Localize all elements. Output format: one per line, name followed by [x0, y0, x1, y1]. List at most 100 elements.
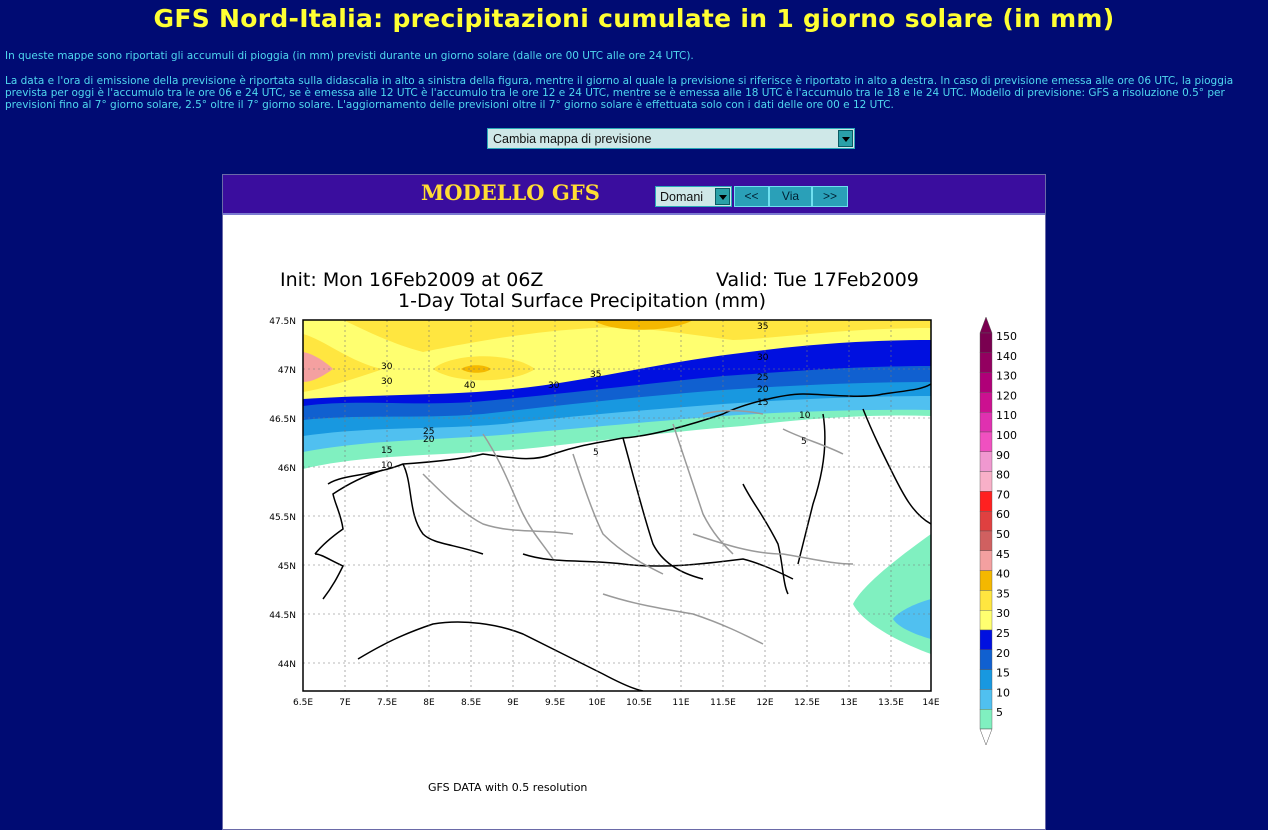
map-frame [302, 319, 932, 692]
country-borders [314, 383, 931, 691]
svg-text:10E: 10E [588, 698, 605, 708]
legend-swatch-45 [979, 550, 993, 571]
go-button[interactable]: Via [769, 186, 812, 207]
svg-text:10: 10 [381, 461, 393, 471]
svg-text:13.5E: 13.5E [878, 698, 904, 708]
legend-swatch-30 [979, 610, 993, 631]
legend-swatch-90 [979, 451, 993, 472]
legend-swatch-120 [979, 392, 993, 413]
page-title: GFS Nord-Italia: precipitazioni cumulate… [153, 4, 1115, 33]
svg-text:6.5E: 6.5E [293, 698, 313, 708]
legend-label-120: 120 [996, 389, 1017, 402]
precipitation-field [303, 320, 931, 691]
legend-swatch-40 [979, 570, 993, 591]
legend-label-35: 35 [996, 587, 1010, 600]
svg-text:15: 15 [381, 446, 392, 456]
svg-text:11E: 11E [672, 698, 689, 708]
legend-label-40: 40 [996, 568, 1010, 581]
contour-labels: 30 30 40 30 35 35 30 25 20 15 10 25 20 1… [381, 322, 811, 471]
legend-label-130: 130 [996, 370, 1017, 383]
svg-text:12.5E: 12.5E [794, 698, 820, 708]
legend-label-140: 140 [996, 350, 1017, 363]
svg-text:30: 30 [381, 377, 393, 387]
color-legend: 150 140 130 120 110 100 90 80 70 60 50 45 40 35 30 25 20… [979, 316, 1017, 746]
svg-text:35: 35 [757, 322, 768, 332]
map-subtitle: 1-Day Total Surface Precipitation (mm) [398, 290, 766, 312]
legend-swatch-70 [979, 491, 993, 512]
map-grid [303, 320, 931, 691]
svg-text:14E: 14E [922, 698, 939, 708]
svg-text:45.5N: 45.5N [269, 513, 296, 523]
init-label: Init: Mon 16Feb2009 at 06Z [280, 269, 543, 291]
svg-text:12E: 12E [756, 698, 773, 708]
map-footer: GFS DATA with 0.5 resolution [428, 781, 587, 794]
legend-label-60: 60 [996, 508, 1010, 521]
map-select-value: Cambia mappa di previsione [493, 132, 652, 146]
forecast-panel: MODELLO GFS Domani << Via >> Init: Mon 1… [222, 174, 1046, 830]
legend-swatch-150 [979, 332, 993, 353]
svg-text:5: 5 [593, 448, 599, 458]
legend-swatch-15 [979, 669, 993, 690]
chevron-down-icon[interactable] [838, 130, 853, 147]
precipitation-map: Init: Mon 16Feb2009 at 06Z Valid: Tue 17… [269, 269, 1017, 794]
svg-text:11.5E: 11.5E [710, 698, 736, 708]
svg-text:30: 30 [381, 362, 393, 372]
svg-text:10: 10 [799, 411, 811, 421]
longitude-labels: 6.5E 7E 7.5E 8E 8.5E 9E 9.5E 10E 10.5E 1… [293, 698, 940, 708]
region-borders [422, 409, 854, 645]
svg-text:20: 20 [423, 435, 435, 445]
legend-arrow-top [979, 316, 993, 334]
svg-text:9E: 9E [507, 698, 519, 708]
svg-text:20: 20 [757, 385, 769, 395]
svg-text:7.5E: 7.5E [377, 698, 397, 708]
svg-text:44N: 44N [278, 660, 296, 670]
legend-label-100: 100 [996, 429, 1017, 442]
legend-label-25: 25 [996, 627, 1010, 640]
legend-label-5: 5 [996, 706, 1003, 719]
next-button[interactable]: >> [812, 186, 848, 207]
legend-label-10: 10 [996, 686, 1010, 699]
svg-text:45N: 45N [278, 562, 296, 572]
svg-text:8E: 8E [423, 698, 435, 708]
prev-button[interactable]: << [734, 186, 769, 207]
svg-text:46.5N: 46.5N [269, 415, 296, 425]
legend-label-110: 110 [996, 409, 1017, 422]
legend-swatch-20 [979, 649, 993, 670]
valid-label: Valid: Tue 17Feb2009 [716, 269, 919, 291]
svg-text:30: 30 [757, 353, 769, 363]
legend-label-30: 30 [996, 607, 1010, 620]
legend-swatch-25 [979, 629, 993, 650]
day-select[interactable]: Domani [655, 186, 732, 207]
svg-text:44.5N: 44.5N [269, 611, 296, 621]
legend-label-45: 45 [996, 548, 1010, 561]
svg-text:13E: 13E [840, 698, 857, 708]
svg-text:46N: 46N [278, 464, 296, 474]
svg-text:8.5E: 8.5E [461, 698, 481, 708]
legend-label-80: 80 [996, 469, 1010, 482]
legend-swatch-50 [979, 530, 993, 551]
model-heading: MODELLO GFS [421, 180, 600, 205]
map-select[interactable]: Cambia mappa di previsione [487, 128, 855, 149]
legend-swatch-60 [979, 511, 993, 532]
legend-arrow-bottom [979, 728, 993, 746]
svg-text:35: 35 [590, 370, 601, 380]
legend-swatch-10 [979, 689, 993, 710]
svg-text:40: 40 [464, 381, 476, 391]
intro-text: In queste mappe sono riportati gli accum… [5, 50, 694, 62]
panel-header: MODELLO GFS Domani << Via >> [223, 175, 1045, 215]
svg-text:15: 15 [757, 398, 768, 408]
chevron-down-icon[interactable] [715, 188, 730, 205]
legend-swatch-130 [979, 372, 993, 393]
legend-swatch-110 [979, 411, 993, 433]
latitude-labels: 47.5N 47N 46.5N 46N 45.5N 45N 44.5N 44N [269, 317, 296, 670]
svg-text:5: 5 [801, 437, 807, 447]
description-text: La data e l'ora di emissione della previ… [5, 75, 1234, 111]
legend-label-15: 15 [996, 667, 1010, 680]
svg-text:10.5E: 10.5E [626, 698, 652, 708]
svg-text:47N: 47N [278, 366, 296, 376]
legend-swatch-100 [979, 431, 993, 452]
legend-swatch-80 [979, 471, 993, 492]
svg-text:9.5E: 9.5E [545, 698, 565, 708]
legend-label-20: 20 [996, 647, 1010, 660]
legend-swatch-5 [979, 709, 993, 730]
